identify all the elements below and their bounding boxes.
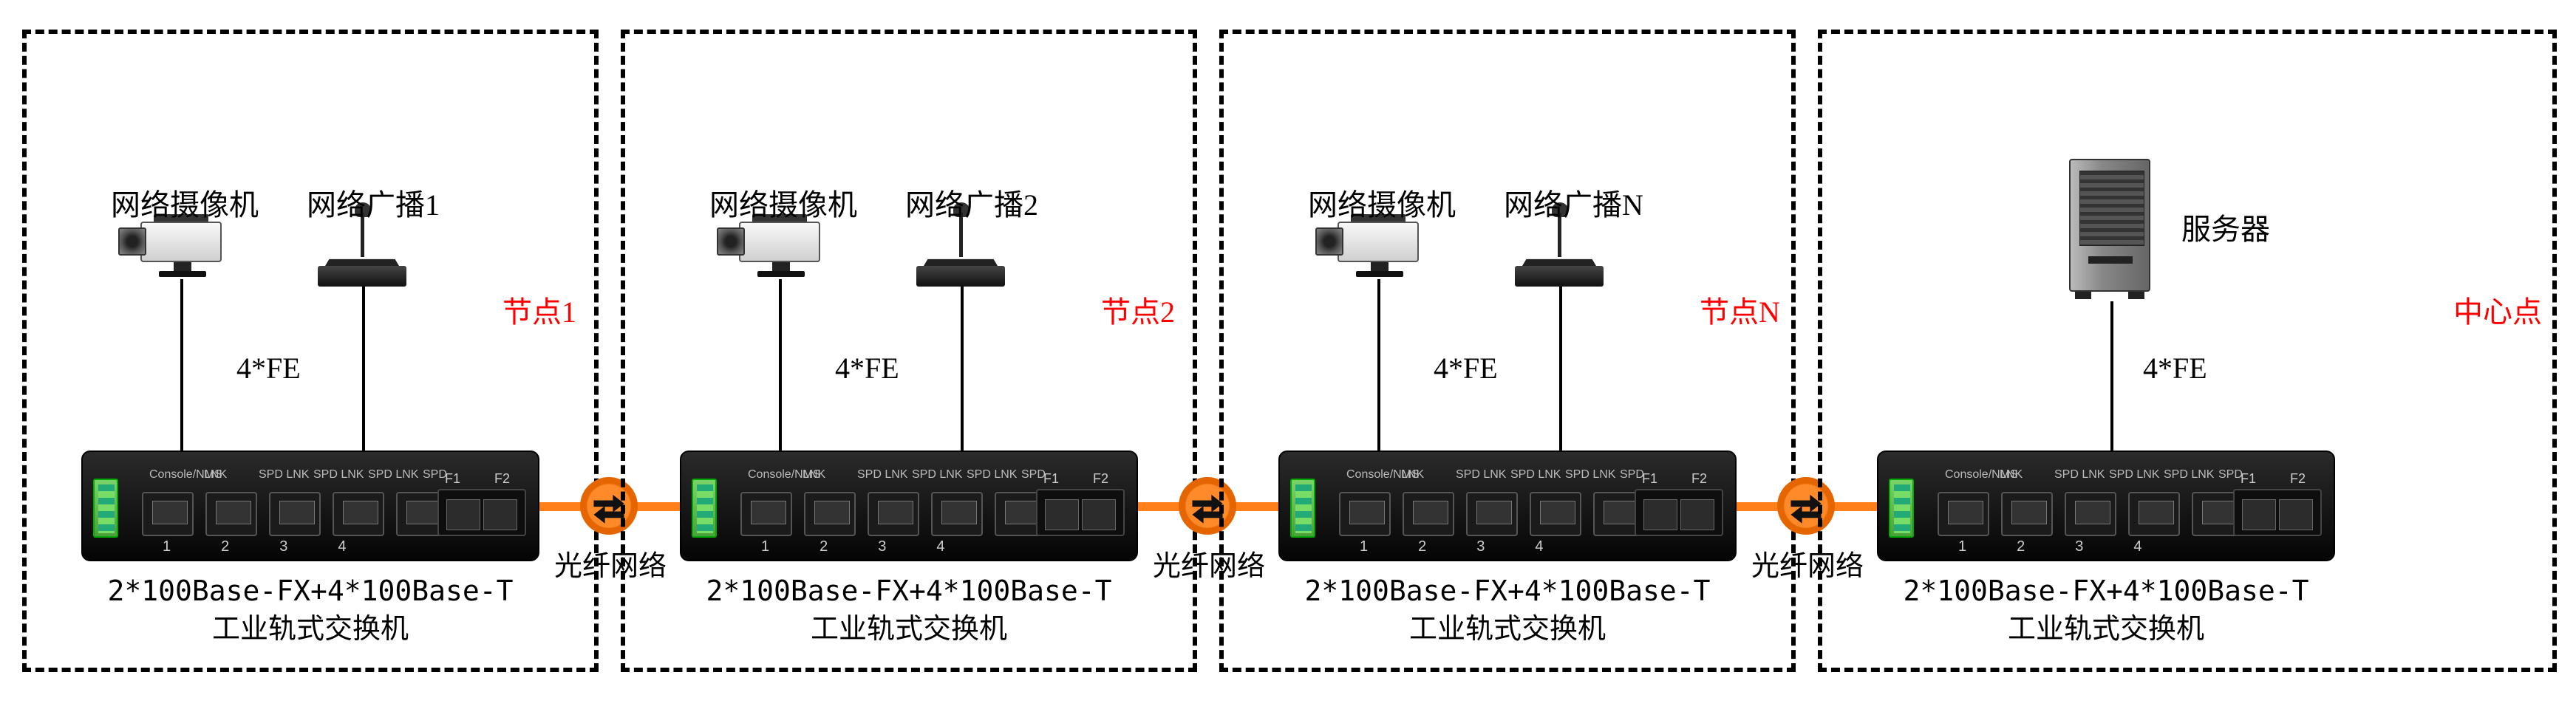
switch-device-1: Console/NMSLNKSPD LNKSPD LNKSPD LNKSPD 1… [81, 451, 539, 561]
camera-icon [1315, 222, 1419, 266]
switch-caption-n: 2*100Base-FX+4*100Base-T工业轨式交换机 [1304, 572, 1711, 648]
fe-label-1: 4*FE [236, 351, 301, 386]
switch-caption-2: 2*100Base-FX+4*100Base-T工业轨式交换机 [706, 572, 1112, 648]
wire-camera-n [1377, 279, 1380, 451]
wire-broadcast-n [1559, 287, 1562, 451]
node-title-2: 节点2 [1101, 288, 1175, 331]
server-icon [2069, 159, 2158, 299]
switch-device-n: Console/NMSLNKSPD LNKSPD LNKSPD LNKSPD 1… [1278, 451, 1737, 561]
broadcast-label-2: 网络广播2 [905, 181, 1038, 224]
wire-server [2110, 301, 2113, 451]
broadcast-label-n: 网络广播N [1504, 181, 1643, 224]
node-title-1: 节点1 [502, 288, 576, 331]
fe-label-center: 4*FE [2143, 351, 2207, 386]
camera-label-n: 网络摄像机 [1308, 181, 1456, 224]
fe-label-n: 4*FE [1434, 351, 1498, 386]
camera-icon [118, 222, 222, 266]
switch-device-center: Console/NMSLNKSPD LNKSPD LNKSPD LNKSPD 1… [1877, 451, 2335, 561]
fe-label-2: 4*FE [835, 351, 899, 386]
switch-caption-1: 2*100Base-FX+4*100Base-T工业轨式交换机 [107, 572, 514, 648]
switch-device-2: Console/NMSLNKSPD LNKSPD LNKSPD LNKSPD 1… [680, 451, 1138, 561]
camera-label-2: 网络摄像机 [709, 181, 857, 224]
wire-camera-2 [779, 279, 782, 451]
node-title-n: 节点N [1700, 288, 1780, 331]
node-title-center: 中心点 [2453, 288, 2542, 331]
switch-caption-center: 2*100Base-FX+4*100Base-T工业轨式交换机 [1903, 572, 2309, 648]
wire-camera-1 [180, 279, 183, 451]
broadcast-label-1: 网络广播1 [307, 181, 440, 224]
camera-label-1: 网络摄像机 [111, 181, 259, 224]
camera-icon [717, 222, 820, 266]
network-topology-diagram: 节点1 网络摄像机 网络广播1 4*FE Console/NMSLNKSPD L… [0, 0, 2576, 709]
server-label: 服务器 [2181, 205, 2270, 248]
wire-broadcast-1 [362, 287, 365, 451]
wire-broadcast-2 [961, 287, 964, 451]
